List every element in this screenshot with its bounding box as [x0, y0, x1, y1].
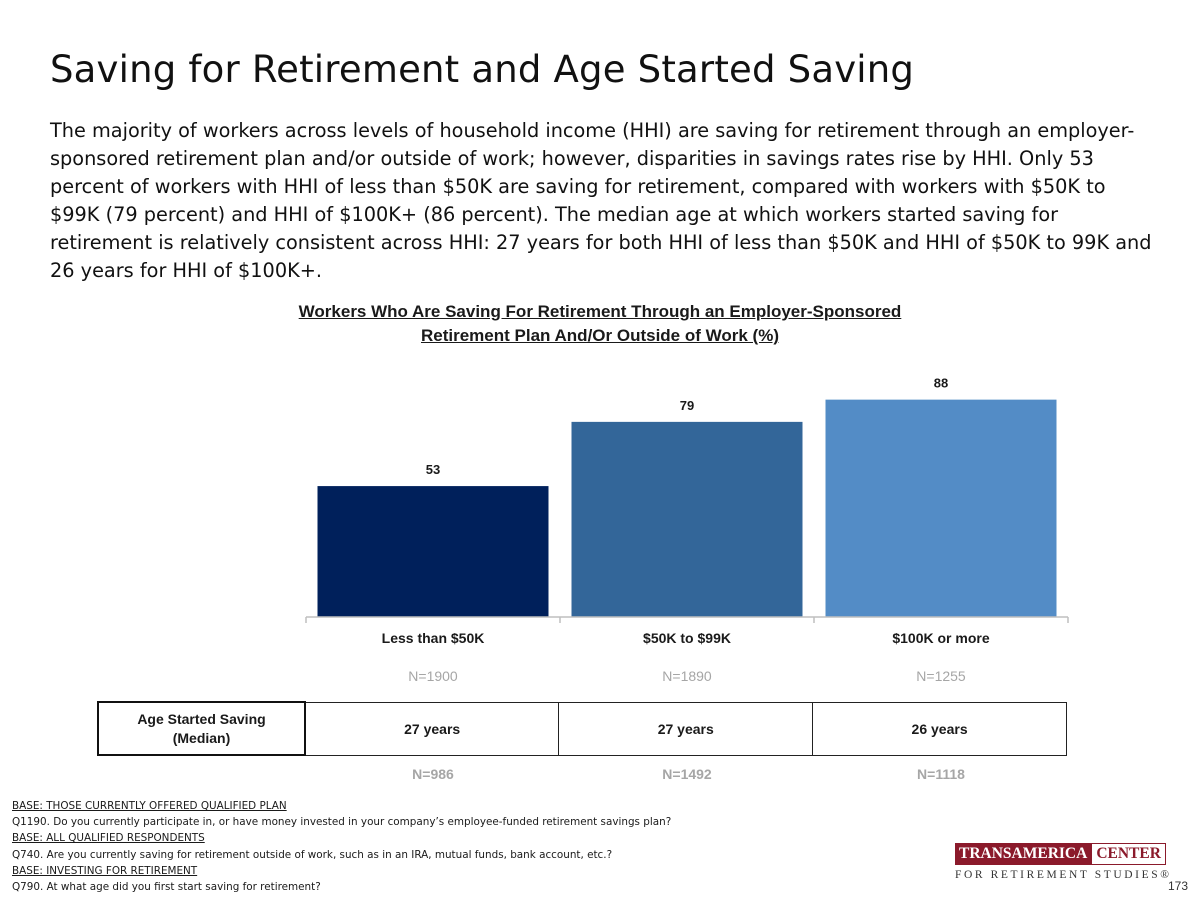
n-label-chart: N=1900: [408, 668, 458, 684]
transamerica-logo: TRANSAMERICA CENTER FOR RETIREMENT STUDI…: [955, 843, 1172, 881]
bar: [825, 399, 1057, 617]
row-header-line-1: Age Started Saving: [137, 710, 266, 727]
summary-paragraph: The majority of workers across levels of…: [50, 119, 1152, 282]
n-label-chart: N=1890: [662, 668, 712, 684]
logo-wordmark: TRANSAMERICA CENTER: [955, 843, 1166, 865]
row-header: Age Started Saving (Median): [97, 701, 306, 756]
bar-value-label: 79: [680, 398, 694, 413]
n-label-table: N=986: [412, 766, 454, 782]
row-header-line-2: (Median): [172, 729, 231, 746]
age-started-saving-table: Age Started Saving (Median) 27 years 27 …: [97, 701, 1067, 756]
bar-value-label: 88: [934, 376, 948, 391]
footnotes: BASE: THOSE CURRENTLY OFFERED QUALIFIED …: [12, 798, 671, 895]
bar-chart: 53 Less than $50K 79 $50K to $99K 88 $100K or…: [305, 376, 1069, 646]
bars: [317, 399, 1057, 617]
chart-title-line-2: Retirement Plan And/Or Outside of Work (…: [421, 326, 779, 345]
footnote-base: BASE: THOSE CURRENTLY OFFERED QUALIFIED …: [12, 800, 287, 812]
table-cell: 27 years: [558, 701, 814, 756]
category-labels: 53 Less than $50K 79 $50K to $99K 88 $100K or…: [382, 376, 990, 646]
footnote-base: BASE: INVESTING FOR RETIREMENT: [12, 864, 198, 877]
n-label-chart: N=1255: [916, 668, 966, 684]
logo-left-text: TRANSAMERICA: [955, 843, 1092, 865]
x-axis-ticks: [305, 617, 1069, 623]
x-axis-category-label: $100K or more: [892, 630, 989, 646]
footnote-question: Q1190. Do you currently participate in, …: [12, 816, 672, 829]
bar-value-label: 53: [426, 462, 440, 477]
page-number: 173: [1167, 879, 1188, 893]
n-label-table: N=1118: [917, 766, 965, 782]
table-cell: 27 years: [304, 701, 560, 756]
logo-subtitle: FOR RETIREMENT STUDIES®: [955, 869, 1172, 881]
footnote-question: Q740. Are you currently saving for retir…: [12, 848, 613, 861]
chart-title: Workers Who Are Saving For Retirement Th…: [250, 300, 950, 348]
footnote-question: Q790. At what age did you first start sa…: [12, 881, 321, 894]
table-row: Age Started Saving (Median) 27 years 27 …: [97, 701, 1067, 756]
bar: [571, 421, 803, 617]
footnote-base: BASE: ALL QUALIFIED RESPONDENTS: [12, 832, 205, 845]
n-label-table: N=1492: [662, 766, 712, 782]
logo-right-text: CENTER: [1091, 843, 1166, 865]
bar: [317, 486, 549, 617]
x-axis-category-label: Less than $50K: [382, 630, 485, 646]
chart-title-line-1: Workers Who Are Saving For Retirement Th…: [298, 302, 902, 321]
table-cell: 26 years: [812, 701, 1067, 756]
page-title: Saving for Retirement and Age Started Sa…: [50, 48, 915, 91]
x-axis-category-label: $50K to $99K: [643, 630, 731, 646]
